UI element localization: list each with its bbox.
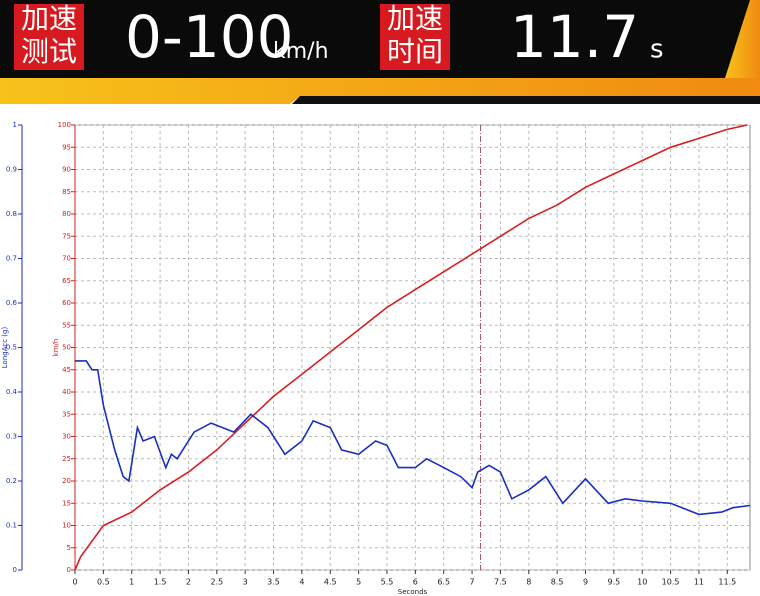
y2-tick-label: 0.7 [6, 255, 17, 263]
badge-text: 加速 [21, 2, 77, 35]
title: 0-100 [125, 3, 294, 71]
badge [380, 4, 450, 70]
y-tick-label: 55 [62, 321, 71, 329]
x-axis-label: Seconds [398, 588, 428, 596]
header-strip-dark [292, 96, 760, 104]
y-tick-label: 50 [62, 344, 71, 352]
y2-tick-label: 1 [13, 121, 17, 129]
y-axis-label: km/h [52, 339, 60, 357]
x-tick-label: 2 [186, 578, 191, 587]
y-tick-label: 0 [67, 566, 71, 574]
x-tick-label: 6.5 [437, 578, 450, 587]
y-tick-label: 65 [62, 277, 71, 285]
y-tick-label: 80 [62, 210, 71, 218]
y-tick-label: 10 [62, 522, 71, 530]
line-series [75, 360, 751, 516]
y-tick-label: 30 [62, 433, 71, 441]
y-tick-label: 35 [62, 410, 71, 418]
x-tick-label: 1 [129, 578, 134, 587]
header-strip [0, 78, 760, 104]
x-tick-label: 7 [470, 578, 475, 587]
x-tick-label: 8.5 [551, 578, 564, 587]
y-tick-label: 15 [62, 499, 71, 507]
x-tick-label: 8 [526, 578, 531, 587]
y-tick-label: 40 [62, 388, 71, 396]
result: 11.7 [510, 3, 639, 71]
y2-tick-label: 0.5 [6, 344, 17, 352]
y2-axis-label: LongAcc (g) [1, 327, 9, 369]
x-tick-label: 3.5 [267, 578, 280, 587]
x-tick-label: 11.5 [718, 578, 736, 587]
x-tick-label: 9.5 [607, 578, 620, 587]
line-series [74, 124, 748, 571]
y-tick-label: 25 [62, 455, 71, 463]
y-tick-label: 90 [62, 166, 71, 174]
x-tick-label: 3 [243, 578, 248, 587]
x-tick-label: 6 [413, 578, 418, 587]
x-tick-label: 0.5 [97, 578, 110, 587]
x-tick-label: 4.5 [324, 578, 337, 587]
y-tick-label: 100 [58, 121, 71, 129]
y2-tick-label: 0.3 [6, 433, 17, 441]
badge-text: 测试 [21, 35, 77, 68]
header-accent [725, 0, 760, 78]
y2-tick-label: 0.1 [6, 522, 17, 530]
x-tick-label: 1.5 [154, 578, 167, 587]
y-tick-label: 95 [62, 143, 71, 151]
y2-tick-label: 0.6 [6, 299, 18, 307]
x-tick-label: 11 [694, 578, 704, 587]
y2-tick-label: 0 [13, 566, 17, 574]
badge-text: 时间 [387, 35, 443, 68]
x-tick-label: 4 [299, 578, 304, 587]
y2-tick-label: 0.9 [6, 166, 17, 174]
y-tick-label: 85 [62, 188, 71, 196]
x-tick-label: 0 [72, 578, 77, 587]
y2-tick-label: 0.4 [6, 388, 18, 396]
badge-text: 加速 [387, 2, 443, 35]
y-tick-label: 20 [62, 477, 71, 485]
x-tick-label: 5.5 [381, 578, 394, 587]
unit: km/h [273, 39, 329, 64]
y-tick-label: 70 [62, 255, 71, 263]
x-tick-label: 7.5 [494, 578, 507, 587]
y-tick-label: 45 [62, 366, 71, 374]
x-tick-label: 9 [583, 578, 588, 587]
x-tick-label: 10.5 [662, 578, 680, 587]
x-tick-label: 5 [356, 578, 361, 587]
badge [14, 4, 84, 70]
y-tick-label: 75 [62, 232, 71, 240]
y-tick-label: 5 [67, 544, 71, 552]
x-tick-label: 10 [637, 578, 647, 587]
result-unit: s [650, 35, 664, 65]
y-tick-label: 60 [62, 299, 71, 307]
y2-tick-label: 0.2 [6, 477, 17, 485]
x-tick-label: 2.5 [210, 578, 223, 587]
chart: 0 0.5 1 1.5 2 2.5 3 3.5 4 4.5 5 5.5 6 6.5 7 7.5 8 8.5 9 9.5… [1, 121, 751, 596]
y2-tick-label: 0.8 [6, 210, 17, 218]
